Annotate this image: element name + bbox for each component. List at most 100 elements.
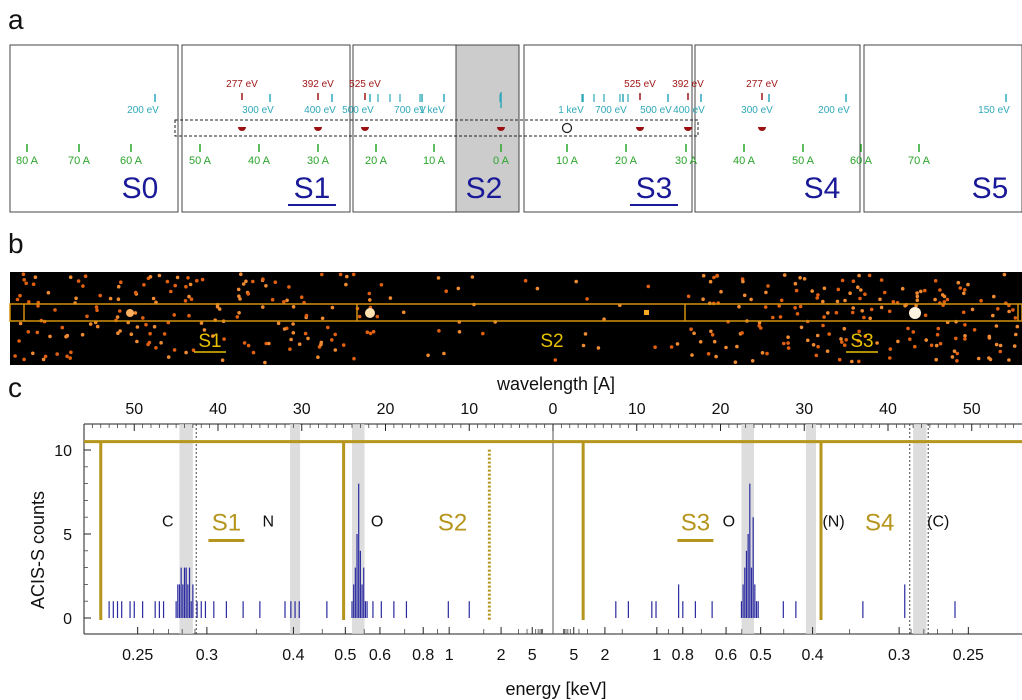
photon-event	[367, 291, 372, 296]
y-tick-label: 0	[63, 611, 72, 628]
photon-event	[18, 321, 23, 326]
photon-event	[915, 294, 920, 299]
photon-event	[952, 349, 957, 353]
photon-event	[146, 342, 150, 347]
energy-label-teal: 300 eV	[741, 105, 773, 116]
photon-event	[183, 299, 188, 303]
photon-event	[822, 315, 826, 319]
photon-event	[891, 300, 896, 304]
photon-event	[771, 315, 775, 320]
chip-outline	[455, 44, 520, 213]
x-axis-label: energy [keV]	[505, 679, 606, 699]
photon-event	[786, 335, 790, 339]
photon-event	[816, 293, 820, 297]
photon-event	[868, 316, 872, 321]
photon-event	[859, 288, 863, 292]
photon-event	[74, 296, 78, 301]
photon-event	[955, 351, 960, 356]
photon-event	[827, 332, 831, 336]
photon-event	[1007, 309, 1011, 314]
photon-event	[698, 340, 703, 344]
line-marker	[361, 127, 369, 131]
photon-event	[998, 343, 1003, 348]
photon-event	[135, 339, 139, 344]
photon-event	[646, 284, 651, 289]
photon-event	[141, 316, 145, 320]
photon-event	[80, 332, 85, 337]
photon-event	[344, 282, 348, 287]
photon-event	[689, 327, 693, 331]
photon-event	[235, 315, 240, 319]
photon-event	[401, 310, 406, 315]
wavelength-tick-label: 50 A	[792, 155, 815, 167]
photon-event	[850, 359, 854, 364]
photon-event	[291, 331, 296, 335]
energy-tick-label: 0.25	[122, 647, 153, 664]
wavelength-tick-label: 30 A	[675, 155, 698, 167]
photon-event	[368, 298, 372, 302]
energy-tick-label: 0.5	[750, 647, 772, 664]
line-band	[290, 424, 301, 634]
photon-event	[911, 330, 916, 334]
photon-event	[987, 336, 992, 340]
panel-label-a: a	[8, 4, 24, 35]
line-marker	[497, 127, 505, 131]
energy-tick-label: 0.8	[412, 647, 434, 664]
photon-event	[426, 353, 430, 358]
photon-event	[330, 338, 334, 342]
photon-event	[333, 348, 338, 352]
photon-event	[961, 310, 966, 315]
wavelength-tick-label: 40 A	[733, 155, 756, 167]
photon-event	[118, 309, 122, 313]
photon-event	[938, 288, 942, 292]
photon-event	[17, 339, 21, 343]
photon-event	[436, 276, 441, 280]
photon-event	[741, 279, 745, 284]
photon-event	[994, 342, 999, 347]
photon-event	[782, 341, 786, 346]
photon-event	[998, 349, 1003, 354]
photon-event	[994, 324, 999, 328]
photon-event	[237, 311, 241, 315]
photon-event	[581, 343, 586, 348]
photon-event	[246, 292, 250, 296]
photon-event	[154, 300, 158, 305]
photon-event	[270, 297, 275, 302]
photon-event	[333, 332, 338, 337]
photon-event	[851, 306, 855, 310]
photon-event	[826, 311, 830, 315]
photon-event	[933, 279, 938, 283]
photon-event	[95, 324, 100, 329]
photon-event	[165, 279, 170, 284]
photon-event	[108, 296, 113, 301]
emission-line-label: N	[262, 514, 274, 531]
photon-event	[794, 288, 799, 293]
photon-event	[195, 278, 199, 283]
photon-event	[850, 310, 855, 315]
photon-event	[583, 332, 588, 336]
photon-event	[351, 272, 356, 277]
photon-event	[535, 286, 540, 291]
photon-event	[825, 349, 830, 353]
photon-event	[737, 304, 741, 309]
image-chip-label: S1	[198, 331, 221, 352]
wavelength-tick-label: 40 A	[248, 155, 271, 167]
image-background	[10, 272, 1022, 365]
chip-label: S1	[212, 510, 241, 537]
photon-event	[913, 344, 917, 349]
y-tick-label: 5	[63, 527, 72, 544]
photon-event	[53, 308, 57, 312]
emission-line-label: C	[162, 514, 174, 531]
photon-event	[908, 337, 912, 341]
photon-event	[456, 286, 461, 291]
photon-event	[199, 321, 204, 325]
chip-outline	[352, 44, 457, 213]
image-chip-label: S2	[540, 331, 563, 352]
photon-event	[958, 286, 963, 290]
photon-event	[966, 282, 970, 287]
photon-event	[41, 357, 46, 362]
wavelength-tick-label: 20 A	[615, 155, 638, 167]
photon-event	[273, 280, 278, 284]
photon-event	[115, 315, 120, 319]
photon-event	[261, 277, 265, 281]
